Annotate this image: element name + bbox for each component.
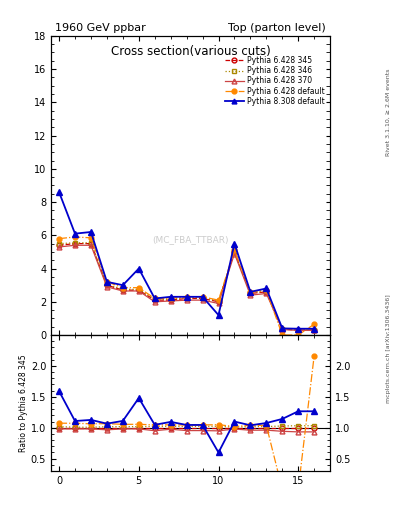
Pythia 6.428 346 <box>105 281 109 287</box>
Pythia 6.428 346 <box>168 296 173 303</box>
Pythia 6.428 default <box>280 332 285 338</box>
Pythia 6.428 345 <box>280 326 285 332</box>
Pythia 6.428 default <box>105 279 109 285</box>
Pythia 8.308 default <box>296 326 301 332</box>
Pythia 6.428 default <box>57 236 61 242</box>
Pythia 6.428 default <box>88 234 93 241</box>
Pythia 6.428 346 <box>312 327 316 333</box>
Pythia 6.428 346 <box>57 241 61 247</box>
Pythia 6.428 default <box>248 289 253 295</box>
Pythia 6.428 370 <box>264 290 269 296</box>
Pythia 8.308 default <box>88 229 93 235</box>
Pythia 6.428 346 <box>136 286 141 292</box>
Text: mcplots.cern.ch [arXiv:1306.3436]: mcplots.cern.ch [arXiv:1306.3436] <box>386 294 391 402</box>
Pythia 6.428 346 <box>216 298 221 304</box>
Pythia 6.428 370 <box>105 284 109 290</box>
Text: Top (parton level): Top (parton level) <box>228 23 326 33</box>
Pythia 6.428 345 <box>264 289 269 295</box>
Pythia 6.428 345 <box>136 287 141 293</box>
Pythia 6.428 346 <box>248 290 253 296</box>
Pythia 6.428 345 <box>200 295 205 302</box>
Pythia 6.428 370 <box>168 298 173 304</box>
Line: Pythia 8.308 default: Pythia 8.308 default <box>56 189 317 332</box>
Pythia 6.428 346 <box>88 240 93 246</box>
Pythia 8.308 default <box>280 325 285 331</box>
Pythia 6.428 370 <box>216 301 221 307</box>
Pythia 6.428 346 <box>200 294 205 301</box>
Text: (MC_FBA_TTBAR): (MC_FBA_TTBAR) <box>152 235 229 244</box>
Pythia 6.428 default <box>136 285 141 291</box>
Pythia 6.428 default <box>184 294 189 300</box>
Pythia 8.308 default <box>232 241 237 247</box>
Pythia 6.428 346 <box>232 248 237 254</box>
Pythia 6.428 370 <box>121 288 125 294</box>
Pythia 8.308 default <box>136 266 141 272</box>
Pythia 6.428 345 <box>184 295 189 302</box>
Pythia 8.308 default <box>248 289 253 295</box>
Pythia 6.428 345 <box>152 297 157 303</box>
Pythia 6.428 370 <box>248 292 253 298</box>
Pythia 8.308 default <box>200 294 205 300</box>
Line: Pythia 6.428 345: Pythia 6.428 345 <box>57 241 317 332</box>
Pythia 6.428 346 <box>296 327 301 333</box>
Pythia 6.428 345 <box>73 241 77 247</box>
Pythia 6.428 345 <box>121 287 125 293</box>
Pythia 6.428 370 <box>152 298 157 305</box>
Pythia 8.308 default <box>152 295 157 302</box>
Pythia 6.428 345 <box>57 242 61 248</box>
Pythia 6.428 default <box>264 287 269 293</box>
Text: 1960 GeV ppbar: 1960 GeV ppbar <box>55 23 146 33</box>
Pythia 6.428 370 <box>88 242 93 248</box>
Pythia 8.308 default <box>184 294 189 300</box>
Pythia 6.428 default <box>216 297 221 303</box>
Y-axis label: Ratio to Pythia 6.428 345: Ratio to Pythia 6.428 345 <box>19 354 28 452</box>
Pythia 6.428 346 <box>184 294 189 301</box>
Pythia 6.428 default <box>73 234 77 240</box>
Pythia 6.428 345 <box>168 297 173 303</box>
Pythia 6.428 default <box>296 332 301 338</box>
Pythia 8.308 default <box>57 189 61 195</box>
Pythia 6.428 346 <box>264 288 269 294</box>
Pythia 6.428 370 <box>232 250 237 257</box>
Pythia 6.428 default <box>168 295 173 302</box>
Pythia 6.428 345 <box>312 327 316 333</box>
Pythia 6.428 345 <box>296 327 301 333</box>
Pythia 6.428 370 <box>296 327 301 333</box>
Pythia 8.308 default <box>73 230 77 237</box>
Pythia 6.428 370 <box>312 327 316 333</box>
Pythia 6.428 370 <box>57 244 61 250</box>
Pythia 8.308 default <box>168 294 173 300</box>
Pythia 8.308 default <box>105 279 109 285</box>
Pythia 6.428 345 <box>232 249 237 255</box>
Pythia 8.308 default <box>264 285 269 291</box>
Pythia 6.428 default <box>200 294 205 300</box>
Pythia 6.428 345 <box>248 290 253 296</box>
Pythia 6.428 default <box>232 247 237 253</box>
Pythia 6.428 345 <box>105 282 109 288</box>
Text: Rivet 3.1.10, ≥ 2.6M events: Rivet 3.1.10, ≥ 2.6M events <box>386 69 391 156</box>
Legend: Pythia 6.428 345, Pythia 6.428 346, Pythia 6.428 370, Pythia 6.428 default, Pyth: Pythia 6.428 345, Pythia 6.428 346, Pyth… <box>223 55 326 107</box>
Pythia 6.428 346 <box>152 296 157 303</box>
Line: Pythia 6.428 default: Pythia 6.428 default <box>57 234 317 337</box>
Pythia 6.428 370 <box>280 327 285 333</box>
Pythia 6.428 346 <box>121 286 125 292</box>
Pythia 8.308 default <box>216 312 221 318</box>
Pythia 6.428 370 <box>184 297 189 303</box>
Pythia 6.428 default <box>312 321 316 327</box>
Pythia 6.428 370 <box>200 297 205 303</box>
Pythia 6.428 346 <box>73 240 77 246</box>
Pythia 8.308 default <box>312 326 316 332</box>
Pythia 6.428 default <box>152 295 157 302</box>
Pythia 8.308 default <box>121 282 125 288</box>
Pythia 6.428 370 <box>136 288 141 294</box>
Pythia 6.428 345 <box>216 298 221 305</box>
Pythia 6.428 345 <box>88 241 93 247</box>
Pythia 6.428 default <box>121 285 125 291</box>
Pythia 6.428 370 <box>73 242 77 248</box>
Pythia 6.428 346 <box>280 326 285 332</box>
Line: Pythia 6.428 370: Pythia 6.428 370 <box>57 243 317 333</box>
Text: Cross section(various cuts): Cross section(various cuts) <box>111 45 270 58</box>
Line: Pythia 6.428 346: Pythia 6.428 346 <box>57 240 317 332</box>
